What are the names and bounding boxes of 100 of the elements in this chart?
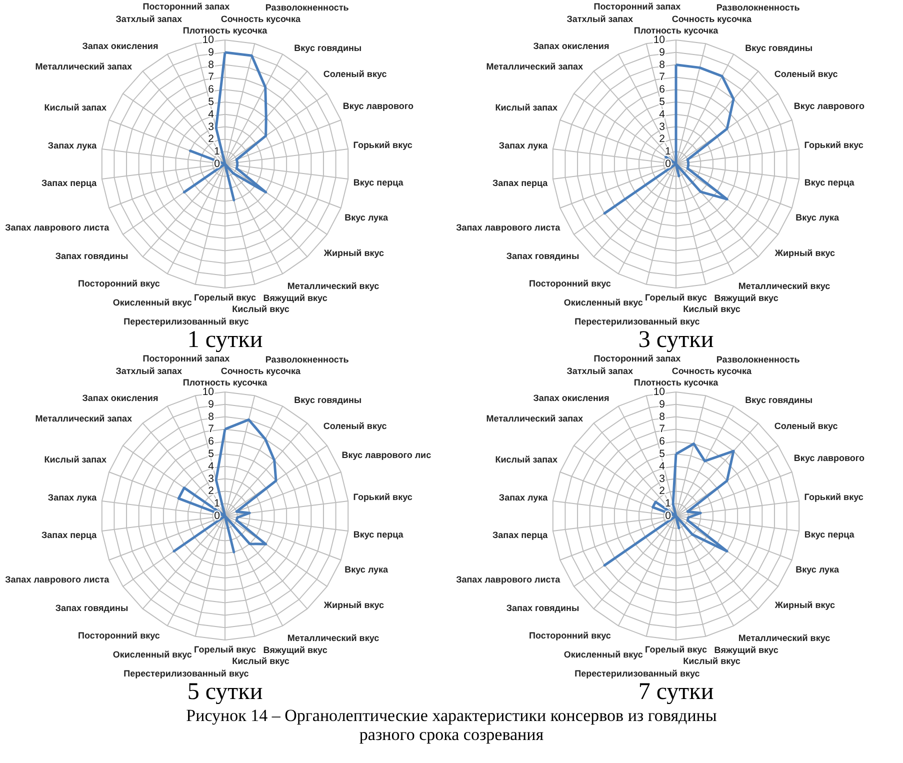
y-tick-label: 6 — [208, 436, 214, 448]
spoke-label: Вяжущий вкус — [263, 292, 328, 303]
spoke-label: Запах окисления — [533, 392, 610, 403]
spoke-label: Металлический вкус — [738, 281, 830, 292]
spoke-label: Вкус говядины — [294, 42, 362, 53]
spoke-label: Горелый вкус — [194, 292, 256, 302]
spoke-label: Запах говядины — [55, 602, 128, 613]
spoke-label: Металлический запах — [35, 61, 132, 72]
spoke-label: Плотность кусочка — [182, 378, 268, 388]
y-tick-label: 5 — [659, 96, 666, 108]
spoke-label: Перестерилизованный вкус — [574, 668, 700, 678]
y-tick-label: 7 — [208, 423, 214, 436]
spoke-label: Запах перца — [42, 530, 98, 540]
y-tick-label: 4 — [659, 108, 666, 120]
spoke-label: Посторонний запах — [142, 354, 230, 364]
y-tick-label: 7 — [659, 71, 666, 84]
y-tick-label: 1 — [214, 498, 220, 510]
y-tick-label: 1 — [664, 498, 671, 510]
y-tick-label: 4 — [208, 460, 214, 472]
spoke-label: Перестерилизованный вкус — [124, 316, 249, 326]
spoke-label: Кислый запах — [44, 454, 107, 464]
spoke-label: Окисленный вкус — [564, 297, 643, 308]
spoke-label: Горький вкус — [804, 492, 864, 502]
spoke-label: Вяжущий вкус — [263, 644, 328, 655]
spoke-label: Запах окисления — [82, 392, 158, 403]
spoke-label: Посторонний вкус — [78, 630, 160, 641]
y-tick-label: 8 — [659, 410, 666, 423]
y-tick-label: 1 — [664, 146, 671, 158]
spoke-label: Вкус лаврового — [342, 100, 414, 111]
y-tick-label: 10 — [202, 386, 214, 398]
spoke-label: Разволокненность — [265, 354, 350, 365]
y-tick-label: 7 — [208, 71, 214, 84]
y-tick-label: 2 — [659, 133, 666, 146]
y-tick-label: 9 — [659, 46, 666, 58]
spoke-label: Кислый запах — [44, 102, 107, 112]
spoke-label: Кислый запах — [495, 454, 558, 464]
spoke-label: Соленый вкус — [774, 69, 838, 80]
y-tick-label: 8 — [659, 58, 666, 71]
y-tick-label: 5 — [659, 448, 666, 460]
spoke-label: Вкус лука — [796, 564, 840, 575]
text: 5 сутки — [187, 679, 263, 705]
spoke-label: Запах лука — [48, 492, 98, 502]
spoke-label: Вкус перца — [804, 178, 856, 188]
spoke-label: Запах лука — [48, 140, 98, 150]
y-tick-label: 9 — [208, 46, 214, 58]
spoke-label: Запах лука — [498, 140, 549, 150]
y-tick-label: 6 — [208, 84, 214, 96]
y-tick-label: 3 — [208, 472, 214, 485]
spoke-label: Сочность кусочка — [220, 14, 302, 24]
y-tick-label: 4 — [659, 460, 666, 472]
spoke-label: Разволокненность — [716, 2, 800, 13]
y-tick-label: 5 — [208, 96, 214, 108]
spoke-label: Сочность кусочка — [220, 366, 302, 376]
spoke-label: Кислый вкус — [683, 304, 740, 314]
spoke-label: Кислый вкус — [232, 304, 290, 314]
y-tick-label: 2 — [208, 485, 214, 498]
spoke-label: Металлический запах — [35, 413, 132, 424]
spoke-label: Соленый вкус — [323, 421, 387, 432]
spoke-label: Разволокненность — [716, 354, 800, 365]
y-tick-label: 6 — [659, 84, 666, 96]
y-tick-label: 4 — [208, 108, 214, 120]
y-tick-label: 5 — [208, 448, 214, 460]
spoke-label: Вкус лаврового — [794, 100, 866, 111]
y-tick-label: 6 — [659, 436, 666, 448]
spoke-label: Запах лаврового листа — [456, 574, 562, 585]
spoke-label: Вкус лаврового — [794, 452, 866, 463]
spoke-label: Кислый вкус — [683, 656, 740, 666]
spoke-label: Запах говядины — [55, 250, 128, 261]
spoke-label: Посторонний вкус — [528, 278, 611, 289]
spoke-label: Перестерилизованный вкус — [574, 316, 700, 326]
y-tick-label: 9 — [659, 398, 666, 410]
spoke-label: Запах окисления — [82, 40, 158, 51]
y-tick-label: 3 — [659, 120, 666, 133]
spoke-label: Посторонний вкус — [528, 630, 611, 641]
text: 1 сутки — [187, 327, 263, 353]
spoke-label: Горелый вкус — [645, 644, 707, 654]
spoke-label: Перестерилизованный вкус — [124, 668, 249, 678]
spoke-label: Затхлый запах — [566, 14, 634, 24]
spoke-label: Горький вкус — [804, 140, 864, 150]
spoke-label: Запах лаврового листа — [5, 222, 110, 233]
spoke-label: Окисленный вкус — [564, 649, 643, 660]
spoke-label: Вкус лука — [344, 564, 390, 575]
spoke-label: Жирный вкус — [322, 600, 384, 610]
spoke-label: Запах перца — [492, 178, 549, 188]
spoke-label: Соленый вкус — [774, 421, 838, 432]
text: Рисунок 14 – Органолептические характеристики консервов из говядины разного срока созревания — [185, 706, 718, 744]
spoke-label: Запах говядины — [506, 602, 580, 613]
spoke-label: Вяжущий вкус — [714, 644, 778, 655]
spoke-label: Вкус перца — [353, 530, 404, 540]
spoke-label: Вкус говядины — [745, 42, 813, 53]
spoke-label: Плотность кусочка — [634, 26, 720, 36]
y-tick-label: 9 — [208, 398, 214, 410]
spoke-label: Жирный вкус — [774, 248, 836, 258]
spoke-label: Вкус перца — [804, 530, 856, 540]
spoke-label: Вкус перца — [353, 178, 404, 188]
spoke-label: Разволокненность — [265, 2, 350, 13]
spoke-label: Запах лука — [498, 492, 549, 502]
spoke-label: Кислый запах — [495, 102, 558, 112]
spoke-label: Запах лаврового листа — [5, 574, 110, 585]
spoke-label: Запах перца — [42, 178, 98, 188]
